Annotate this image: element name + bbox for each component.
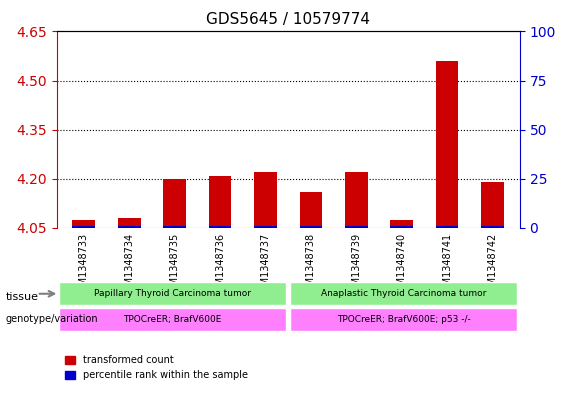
Bar — [481, 182, 504, 228]
Bar — [118, 226, 141, 228]
Title: GDS5645 / 10579774: GDS5645 / 10579774 — [206, 13, 370, 28]
Legend: transformed count, percentile rank within the sample: transformed count, percentile rank withi… — [62, 352, 251, 384]
Bar — [72, 226, 95, 228]
Bar — [436, 61, 458, 228]
Text: TPOCreER; BrafV600E; p53 -/-: TPOCreER; BrafV600E; p53 -/- — [337, 315, 471, 324]
Text: TPOCreER; BrafV600E: TPOCreER; BrafV600E — [123, 315, 221, 324]
Bar — [163, 179, 186, 228]
Text: Papillary Thyroid Carcinoma tumor: Papillary Thyroid Carcinoma tumor — [94, 289, 251, 298]
FancyBboxPatch shape — [59, 308, 286, 331]
Bar — [299, 192, 322, 228]
FancyBboxPatch shape — [290, 308, 518, 331]
Bar — [254, 172, 277, 228]
FancyBboxPatch shape — [59, 282, 286, 305]
Bar — [390, 220, 413, 228]
Text: tissue: tissue — [6, 292, 38, 302]
Bar — [208, 226, 232, 228]
FancyBboxPatch shape — [290, 282, 518, 305]
Bar — [72, 220, 95, 228]
Bar — [390, 226, 413, 228]
Bar — [299, 226, 322, 228]
Bar — [436, 226, 458, 228]
Bar — [481, 226, 504, 228]
Bar — [254, 226, 277, 228]
Bar — [345, 172, 368, 228]
Bar — [345, 226, 368, 228]
Bar — [163, 226, 186, 228]
Text: genotype/variation: genotype/variation — [6, 314, 98, 324]
Bar — [118, 218, 141, 228]
Bar — [208, 176, 232, 228]
Text: Anaplastic Thyroid Carcinoma tumor: Anaplastic Thyroid Carcinoma tumor — [321, 289, 486, 298]
